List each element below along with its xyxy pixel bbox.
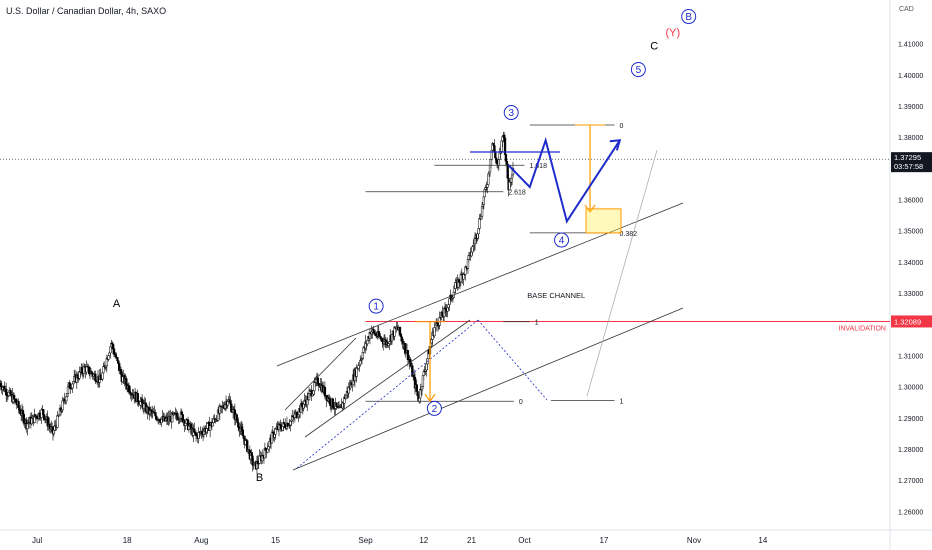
- price-tick-label: 1.40000: [898, 73, 923, 80]
- wave-label-circle: [368, 298, 384, 314]
- candle-body: [117, 360, 120, 364]
- wave-label: 5: [636, 65, 642, 76]
- time-tick-label: Jul: [32, 536, 42, 545]
- time-tick-label: 12: [419, 536, 428, 545]
- countdown-label: 03:57:58: [894, 162, 923, 171]
- price-tick-label: 1.30000: [898, 385, 923, 392]
- wave-label-circle: [630, 62, 646, 78]
- channel-line: [284, 337, 357, 411]
- candle-body: [85, 366, 88, 373]
- target-zone-box: [585, 208, 622, 234]
- candle-body: [331, 398, 335, 408]
- fib-level-label: 2.618: [508, 190, 526, 197]
- projection-path: [507, 136, 621, 224]
- wave-label: B: [256, 472, 263, 484]
- price-tick-label: 1.34000: [898, 260, 923, 267]
- price-tick-label: 1.31000: [898, 353, 923, 360]
- invalidation-tag: [891, 315, 932, 328]
- candle-body: [42, 414, 46, 420]
- fib-level-label: 0.382: [620, 231, 638, 238]
- candle-body: [323, 387, 327, 397]
- wave-label: B: [685, 12, 692, 23]
- candle-body: [116, 357, 119, 362]
- wave-label: C: [650, 41, 658, 53]
- channel-line: [276, 202, 684, 367]
- current-price-label: 1.37295: [894, 153, 921, 162]
- channel-line: [292, 307, 684, 471]
- price-tick-label: 1.27000: [898, 478, 923, 485]
- projection-arrowhead: [609, 139, 622, 151]
- price-tick-label: 1.41000: [898, 42, 923, 49]
- fib-level-label: 0: [620, 123, 624, 130]
- blue-dotted-line: [296, 319, 479, 469]
- time-tick-label: Aug: [194, 536, 208, 545]
- blue-dotted-line: [477, 319, 548, 401]
- fib-level-label: 1.618: [529, 163, 547, 170]
- time-tick-label: 15: [271, 536, 280, 545]
- wave-label: A: [113, 298, 121, 310]
- time-tick-label: 21: [467, 536, 476, 545]
- orange-arrowhead: [424, 393, 436, 403]
- currency-label: CAD: [899, 6, 914, 13]
- price-tick-label: 1.33000: [898, 291, 923, 298]
- candle-body: [398, 327, 402, 335]
- price-tick-label: 1.36000: [898, 198, 923, 205]
- candle-body: [274, 428, 277, 435]
- price-tick-label: 1.29000: [898, 416, 923, 423]
- channel-line: [304, 319, 471, 438]
- price-tick-label: 1.35000: [898, 229, 923, 236]
- price-tick-label: 1.38000: [898, 135, 923, 142]
- time-tick-label: 18: [123, 536, 132, 545]
- time-tick-label: Sep: [358, 536, 373, 545]
- candle-body: [416, 391, 419, 396]
- candle-body: [242, 435, 245, 439]
- invalidation-text: INVALIDATION: [838, 325, 886, 332]
- orange-arrowhead: [584, 204, 596, 214]
- candle-body: [65, 396, 68, 402]
- wave-label: 4: [559, 236, 565, 247]
- wave-label: 1: [373, 302, 379, 313]
- wave-label-circle: [554, 232, 570, 248]
- invalidation-price-label: 1.32089: [894, 317, 921, 326]
- candle-body: [42, 409, 45, 415]
- time-tick-label: Nov: [687, 536, 701, 545]
- wave-label-circle: [681, 9, 697, 25]
- candle-body: [102, 366, 105, 374]
- chart-title: U.S. Dollar / Canadian Dollar, 4h, SAXO: [6, 6, 166, 16]
- time-tick-label: Oct: [518, 536, 531, 545]
- candle-body: [266, 448, 269, 453]
- fib-level-label: 1: [535, 320, 539, 327]
- annotation-label: BASE CHANNEL: [527, 291, 585, 300]
- time-tick-label: 17: [599, 536, 608, 545]
- wave-label-circle: [503, 105, 519, 121]
- wave-label-circle: [426, 400, 442, 416]
- price-tick-label: 1.28000: [898, 447, 923, 454]
- wave-label: (Y): [665, 27, 680, 39]
- fib-level-label: 1: [620, 399, 624, 406]
- candle-body: [193, 428, 196, 433]
- fib-level-label: 0: [519, 399, 523, 406]
- price-tick-label: 1.26000: [898, 509, 923, 516]
- wave-label: 2: [432, 404, 438, 415]
- current-price-tag: [891, 152, 932, 173]
- grey-trend-line: [586, 149, 658, 397]
- time-tick-label: 14: [758, 536, 767, 545]
- price-tick-label: 1.39000: [898, 104, 923, 111]
- wave-label: 3: [508, 108, 514, 119]
